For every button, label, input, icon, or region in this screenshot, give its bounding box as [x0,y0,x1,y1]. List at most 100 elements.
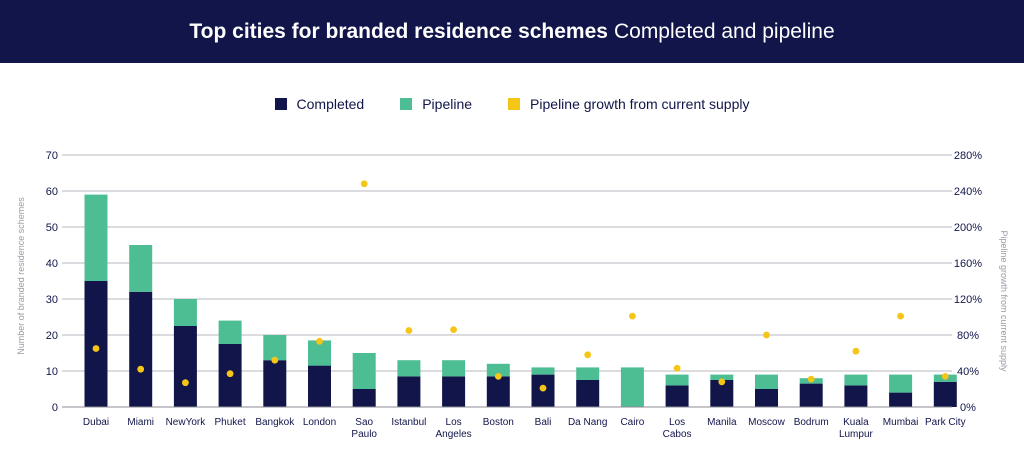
x-tick-label: Phuket [215,417,246,428]
bar-completed [665,385,689,407]
growth-point [807,375,815,383]
bar-completed [263,360,287,407]
bar-completed [933,381,957,407]
bar-completed [710,380,734,407]
legend: Completed Pipeline Pipeline growth from … [0,96,1024,112]
bar-pipeline [173,299,197,326]
bar-completed [442,376,466,407]
bar-completed [397,376,421,407]
growth-point [897,312,904,320]
y-left-tick-label: 0 [52,402,58,414]
y-right-tick-label: 80% [957,330,979,342]
bar-completed [173,326,197,407]
growth-point [584,351,592,359]
y-left-tick-label: 30 [46,294,58,306]
bar-pipeline [889,374,913,393]
growth-point [226,370,234,378]
y-left-tick-label: 60 [46,186,58,198]
growth-point [763,331,770,339]
legend-item-pipeline: Pipeline [400,96,472,112]
growth-point [450,326,457,333]
legend-item-growth: Pipeline growth from current supply [508,96,749,112]
x-tick-label: Boston [483,417,514,428]
bar-pipeline [263,335,287,361]
bar-pipeline [620,367,644,407]
bar-completed [129,291,153,407]
y-left-axis-title: Number of branded residence schemes [16,197,26,355]
bar-pipeline [218,320,242,344]
bar-pipeline [308,340,331,366]
x-tick-label: Park City [925,417,966,428]
bar-pipeline [486,363,510,377]
y-left-tick-label: 40 [46,258,58,270]
growth-point [271,356,279,364]
growth-point [629,312,636,320]
x-tick-label: Istanbul [391,417,426,428]
bar-pipeline [755,374,778,389]
bar-pipeline [710,374,734,380]
y-right-tick-label: 160% [954,258,982,270]
bar-completed [799,383,823,407]
growth-point [405,327,413,334]
bar-pipeline [531,367,555,375]
bar-completed [576,380,600,407]
bar-completed [755,389,778,407]
y-left-tick-label: 20 [46,330,58,342]
y-right-tick-label: 40% [957,366,979,378]
x-tick-label: Sao Paulo [351,417,377,440]
bar-completed [889,392,913,407]
growth-point [852,347,860,355]
y-right-tick-label: 0% [960,402,976,414]
bar-pipeline [665,374,689,386]
legend-label-growth: Pipeline growth from current supply [530,96,750,112]
x-tick-label: London [303,417,336,428]
bar-pipeline [397,360,421,377]
bar-completed [84,281,108,407]
bar-pipeline [442,360,466,377]
growth-point [494,373,502,380]
y-right-tick-label: 280% [954,150,982,162]
x-tick-label: Cairo [620,417,644,428]
y-right-tick-label: 120% [954,294,982,306]
chart-title-bar: Top cities for branded residence schemes… [0,0,1024,63]
growth-point [718,378,726,386]
x-tick-label: Los Angeles [436,417,472,440]
bar-completed [308,365,331,407]
completed-swatch [274,98,287,110]
y-right-tick-label: 240% [954,186,982,198]
legend-label-pipeline: Pipeline [422,96,473,112]
bar-completed [486,376,510,407]
bar-pipeline [576,367,600,380]
growth-point [137,365,145,373]
y-left-tick-label: 10 [46,366,58,378]
legend-label-completed: Completed [296,96,365,112]
pipeline-swatch [400,98,413,110]
y-right-axis-title: Pipeline growth from current supply [999,230,1009,372]
growth-point [941,373,949,380]
bar-pipeline [352,353,376,389]
x-tick-label: Bangkok [255,417,295,428]
y-right-tick-label: 200% [954,222,982,234]
growth-point [182,379,189,387]
growth-point [316,337,323,345]
y-left-tick-label: 70 [46,150,58,162]
bar-completed [844,385,868,407]
x-tick-label: Kuala Lumpur [839,417,874,440]
legend-item-completed: Completed [274,96,365,112]
x-tick-label: NewYork [166,417,207,428]
x-tick-label: Mumbai [883,417,919,428]
growth-point [360,180,368,188]
x-tick-label: Da Nang [568,417,607,428]
growth-point [539,384,547,392]
x-tick-label: Bali [535,417,552,428]
growth-point [673,364,681,372]
growth-swatch [508,98,521,110]
x-tick-label: Manila [707,417,737,428]
x-tick-label: Dubai [83,417,109,428]
chart-subtitle: Completed and pipeline [613,19,835,43]
bar-pipeline [129,245,153,292]
chart-title: Top cities for branded residence schemes [189,19,608,43]
bar-completed [352,389,376,407]
bar-pipeline [84,194,108,281]
